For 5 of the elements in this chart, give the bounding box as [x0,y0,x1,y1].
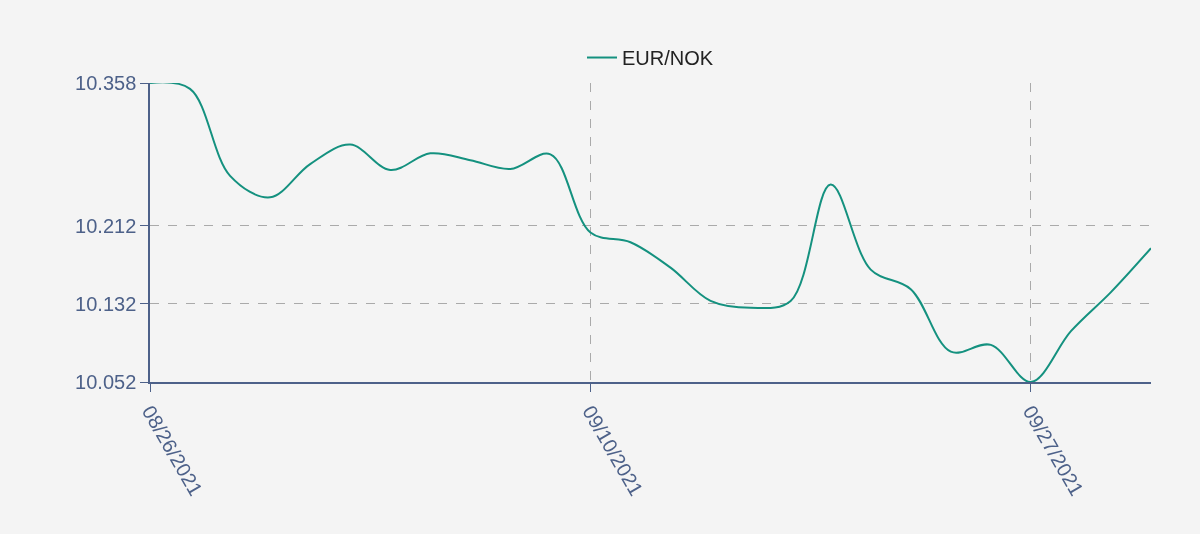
y-tick-label: 10.212 [75,214,137,237]
legend-label: EUR/NOK [622,47,714,70]
y-tick-label: 10.132 [75,292,137,315]
y-tick-label: 10.052 [75,371,137,393]
y-tick-label: 10.358 [75,72,137,94]
